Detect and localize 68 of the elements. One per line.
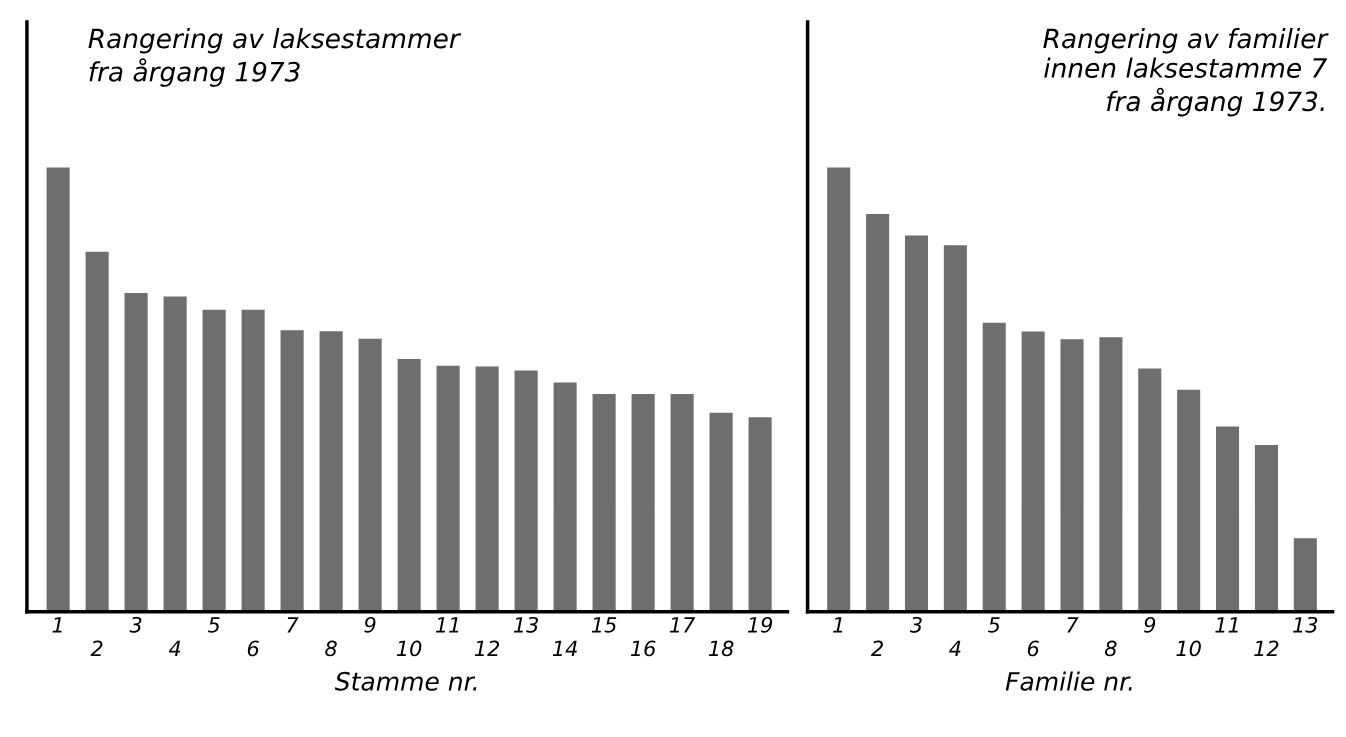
x-tick-label: 16 [630,640,656,657]
x-tick-label: 8 [325,640,337,657]
x-tick-label: 6 [247,640,259,657]
bar [514,370,538,612]
bar [1216,426,1240,612]
bar [709,412,733,612]
bar [202,309,226,612]
x-tick-label: 11 [1215,617,1238,633]
bar [1177,389,1201,612]
x-tick-label: 4 [168,640,181,656]
bar [280,330,304,612]
bar [748,417,772,612]
bar [943,245,967,612]
x-tick-label: 17 [669,617,696,633]
bar [1138,368,1162,612]
x-tick-label: 3 [129,616,142,633]
x-tick-label: 13 [513,616,539,633]
x-tick-label: 1 [833,617,843,633]
chart-title: Rangering av familier innen laksestamme 7 fra årgang 1973. [1043,28,1329,117]
bar [319,331,343,612]
x-tick-label: 7 [1067,617,1079,633]
bar [1254,445,1278,612]
x-tick-label: 13 [1293,616,1318,633]
bar [1021,331,1045,612]
bar [904,235,929,612]
bar [124,293,148,612]
chart-title: Rangering av laksestammer fra årgang 1973 [88,28,462,87]
bar [46,167,70,612]
x-tick-label: 12 [474,640,500,656]
x-tick-label: 1 [52,617,62,633]
x-tick-label: 18 [708,640,734,657]
x-tick-label: 10 [396,640,422,657]
x-tick-label: 12 [1254,640,1279,656]
bar [163,296,187,612]
bar [553,382,577,612]
x-tick-label: 15 [591,617,617,633]
bar [982,322,1006,612]
x-tick-label: 6 [1027,640,1039,657]
bar [631,394,655,612]
x-tick-label: 10 [1176,640,1201,657]
bar [670,394,694,612]
x-tick-label: 2 [90,640,103,656]
bar [866,214,890,612]
bar [592,394,616,612]
bar [85,251,109,612]
bar [241,309,265,612]
x-tick-label: 4 [949,640,961,656]
bar [397,359,421,612]
x-tick-label: 2 [871,640,883,656]
x-tick-label: 8 [1104,640,1117,657]
x-tick-label: 5 [207,617,220,633]
x-tick-label: 7 [287,617,299,633]
x-tick-label: 14 [552,640,577,656]
x-axis-title: Familie nr. [1005,671,1132,691]
bar [436,365,460,612]
x-tick-label: 9 [1144,616,1156,633]
bar [1099,337,1123,612]
x-tick-label: 3 [909,616,922,633]
bar [827,167,851,612]
x-axis-title: Stamme nr. [334,671,477,691]
x-tick-label: 9 [364,616,376,633]
bar [1060,339,1084,612]
x-tick-label: 19 [747,616,773,633]
bar [475,366,499,612]
bar [1293,538,1317,612]
bar [358,338,382,612]
x-tick-label: 5 [988,617,1000,633]
x-tick-label: 11 [435,617,459,633]
